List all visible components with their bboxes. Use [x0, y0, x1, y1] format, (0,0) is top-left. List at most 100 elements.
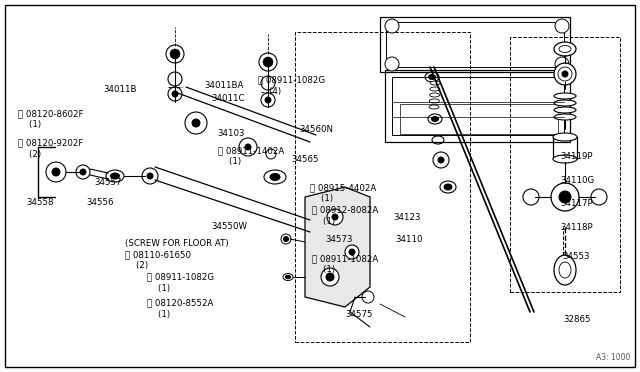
- Text: Ⓑ 08120-8552A
    (1): Ⓑ 08120-8552A (1): [147, 299, 214, 319]
- Circle shape: [554, 63, 576, 85]
- Text: 34110: 34110: [396, 235, 423, 244]
- Text: Ⓣ 08915-4402A
    (1): Ⓣ 08915-4402A (1): [310, 183, 376, 203]
- Circle shape: [239, 138, 257, 156]
- Circle shape: [591, 189, 607, 205]
- Text: Ⓑ 08120-9202F
    (2): Ⓑ 08120-9202F (2): [18, 139, 83, 159]
- Circle shape: [326, 273, 334, 281]
- Circle shape: [349, 249, 355, 255]
- Ellipse shape: [559, 45, 571, 52]
- Ellipse shape: [444, 184, 452, 190]
- Ellipse shape: [111, 173, 120, 179]
- Text: 34556: 34556: [86, 198, 114, 207]
- Bar: [386, 22, 564, 67]
- Ellipse shape: [554, 107, 576, 113]
- Circle shape: [52, 168, 60, 176]
- Circle shape: [559, 191, 571, 203]
- Ellipse shape: [429, 74, 435, 80]
- Circle shape: [438, 157, 444, 163]
- Text: 34011C: 34011C: [211, 94, 244, 103]
- Ellipse shape: [425, 72, 439, 82]
- Text: 34123: 34123: [394, 213, 421, 222]
- Ellipse shape: [554, 93, 576, 99]
- Text: A3: 1000: A3: 1000: [596, 353, 630, 362]
- Circle shape: [265, 97, 271, 103]
- Ellipse shape: [270, 173, 280, 180]
- Ellipse shape: [429, 105, 439, 109]
- Circle shape: [385, 57, 399, 71]
- Text: 34110G: 34110G: [561, 176, 595, 185]
- Bar: [392, 77, 564, 135]
- Circle shape: [362, 291, 374, 303]
- Circle shape: [172, 91, 178, 97]
- Circle shape: [555, 19, 569, 33]
- Text: (SCREW FOR FLOOR AT)
Ⓑ 08110-61650
    (2): (SCREW FOR FLOOR AT) Ⓑ 08110-61650 (2): [125, 239, 228, 270]
- Ellipse shape: [554, 255, 576, 285]
- Circle shape: [284, 237, 289, 241]
- Ellipse shape: [559, 262, 571, 278]
- Circle shape: [266, 149, 276, 159]
- Text: Ⓝ 08912-8082A
    (1): Ⓝ 08912-8082A (1): [312, 206, 379, 226]
- Ellipse shape: [429, 93, 440, 97]
- Circle shape: [433, 152, 449, 168]
- Circle shape: [147, 173, 153, 179]
- Ellipse shape: [554, 100, 576, 106]
- Ellipse shape: [429, 99, 439, 103]
- Circle shape: [523, 189, 539, 205]
- Text: 34011B: 34011B: [104, 85, 137, 94]
- Ellipse shape: [432, 136, 444, 144]
- Text: 34550W: 34550W: [211, 222, 247, 231]
- Circle shape: [281, 234, 291, 244]
- Ellipse shape: [554, 42, 576, 56]
- Ellipse shape: [553, 155, 577, 163]
- Text: 34103: 34103: [218, 129, 245, 138]
- Text: Ⓝ 08911-1402A
    (1): Ⓝ 08911-1402A (1): [218, 146, 284, 166]
- Circle shape: [259, 53, 277, 71]
- Ellipse shape: [106, 170, 124, 182]
- Circle shape: [192, 119, 200, 127]
- Circle shape: [345, 245, 359, 259]
- Bar: [553, 137, 577, 159]
- Circle shape: [261, 93, 275, 107]
- Circle shape: [321, 268, 339, 286]
- Circle shape: [332, 214, 338, 220]
- Circle shape: [263, 57, 273, 67]
- Ellipse shape: [285, 275, 291, 279]
- Polygon shape: [305, 187, 370, 307]
- Text: 34560N: 34560N: [300, 125, 333, 134]
- Circle shape: [551, 183, 579, 211]
- Text: 34557: 34557: [95, 178, 122, 187]
- Ellipse shape: [283, 273, 293, 280]
- Ellipse shape: [428, 114, 442, 124]
- Circle shape: [170, 49, 180, 59]
- Circle shape: [562, 71, 568, 77]
- Circle shape: [185, 112, 207, 134]
- Text: Ⓝ 08911-1082G
    (4): Ⓝ 08911-1082G (4): [258, 76, 325, 96]
- Ellipse shape: [554, 114, 576, 120]
- Circle shape: [245, 144, 251, 150]
- Circle shape: [385, 19, 399, 33]
- Text: Ⓑ 08120-8602F
    (1): Ⓑ 08120-8602F (1): [18, 109, 83, 129]
- Circle shape: [76, 165, 90, 179]
- Circle shape: [46, 162, 66, 182]
- Text: 34553: 34553: [562, 252, 589, 261]
- Text: 34117P: 34117P: [561, 199, 593, 208]
- Circle shape: [261, 76, 275, 90]
- Text: 34118P: 34118P: [561, 223, 593, 232]
- Ellipse shape: [430, 81, 440, 85]
- Circle shape: [555, 57, 569, 71]
- Text: 34575: 34575: [346, 310, 373, 319]
- Bar: [510, 37, 620, 292]
- Text: 34558: 34558: [27, 198, 54, 207]
- Circle shape: [142, 168, 158, 184]
- Circle shape: [80, 169, 86, 175]
- Circle shape: [168, 87, 182, 101]
- Circle shape: [327, 209, 343, 225]
- Text: 34011BA: 34011BA: [205, 81, 244, 90]
- Ellipse shape: [430, 87, 440, 91]
- Bar: [380, 17, 570, 72]
- Bar: [295, 32, 470, 342]
- Text: 34119P: 34119P: [561, 152, 593, 161]
- Text: 34573: 34573: [325, 235, 353, 244]
- Ellipse shape: [440, 181, 456, 193]
- Circle shape: [166, 45, 184, 63]
